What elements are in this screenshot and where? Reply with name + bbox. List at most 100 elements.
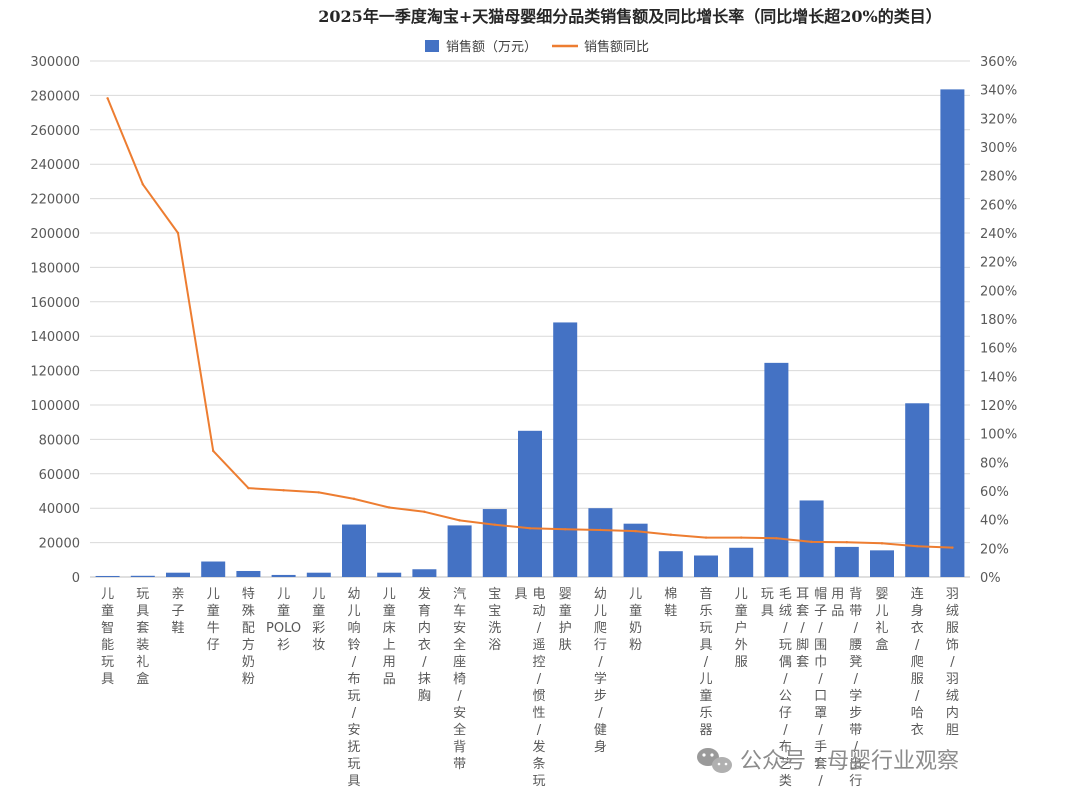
bar [377, 572, 402, 577]
line-point [880, 542, 884, 545]
bar [518, 430, 542, 577]
line-point [740, 536, 743, 539]
x-tick-label: 棉鞋 [664, 587, 677, 619]
y-right-tick-label: 360% [980, 55, 1017, 70]
bar [271, 574, 296, 577]
x-tick-label: 特殊配方奶粉 [242, 587, 255, 687]
bar [588, 508, 613, 577]
bar [482, 509, 507, 577]
line-point [493, 523, 496, 526]
y-left-tick-label: 20000 [39, 537, 80, 552]
line-point [176, 231, 180, 235]
line-point [247, 486, 250, 490]
bar [95, 575, 120, 577]
bar [905, 403, 930, 577]
bar [694, 555, 718, 577]
y-right-tick-label: 200% [980, 284, 1017, 299]
x-tick-label: 幼儿爬行/学步/健身 [594, 587, 607, 755]
chart-title: 2025年一季度淘宝+天猫母婴细分品类销售额及同比增长率（同比增长超20%的类目… [318, 7, 941, 26]
y-left-tick-label: 160000 [30, 296, 80, 311]
line-point [669, 533, 672, 536]
y-left-tick-label: 240000 [30, 158, 80, 173]
line-point [141, 183, 144, 186]
line-point [317, 491, 320, 494]
y-right-tick-label: 0% [980, 571, 1001, 586]
line-point [916, 544, 919, 548]
bar [166, 572, 190, 577]
bar [870, 550, 894, 577]
bar [764, 362, 789, 577]
bar [553, 322, 578, 577]
line-point [634, 529, 637, 533]
bar-series [95, 89, 965, 577]
y-left-tick-label: 40000 [39, 502, 80, 517]
bar [447, 525, 472, 577]
bar [834, 546, 859, 577]
y-left-tick-label: 140000 [30, 330, 80, 345]
y-right-tick-label: 280% [980, 170, 1017, 185]
y-right-tick-label: 120% [980, 399, 1017, 414]
y-left-tick-label: 260000 [30, 124, 80, 139]
x-tick-label: 儿童牛仔 [207, 587, 220, 653]
x-tick-label: 儿童床上用品 [383, 587, 396, 687]
bar [940, 89, 965, 577]
bar [306, 572, 331, 577]
y-right-tick-label: 180% [980, 313, 1017, 328]
y-axis-right: 0% 20% 40% 60% 80% 100% 120% 140% 160% 180% 200% 22… [980, 55, 1017, 586]
x-tick-label: 儿童彩妆 [312, 587, 325, 653]
y-right-tick-label: 140% [980, 370, 1017, 385]
line-point [423, 510, 426, 513]
x-tick-label: 婴童护肤 [559, 587, 572, 653]
y-right-tick-label: 340% [980, 84, 1017, 99]
x-tick-label: 帽子/围巾/口罩/手套/耳套/脚套 [796, 586, 827, 789]
wechat-icon [697, 748, 732, 773]
x-tick-label: 汽车安全座椅/安全背带 [453, 587, 466, 772]
bar [729, 547, 754, 577]
line-series [106, 97, 954, 549]
watermark-text: 公众号 · 母婴行业观察 [740, 749, 959, 774]
x-tick-label: 幼儿响铃/布玩/安抚玩具 [347, 587, 360, 789]
y-right-tick-label: 160% [980, 342, 1017, 357]
y-left-tick-label: 120000 [30, 365, 80, 380]
y-left-tick-label: 100000 [30, 399, 80, 414]
line-point [106, 97, 109, 100]
x-tick-label: 宝宝洗浴 [488, 587, 501, 653]
y-left-tick-label: 180000 [30, 261, 80, 276]
y-left-tick-label: 200000 [30, 227, 80, 242]
x-tick-label: 儿童 POLO 衫 [266, 587, 301, 653]
legend-bar-label: 销售额（万元） [446, 39, 537, 55]
line-point [564, 528, 567, 531]
line-point [845, 540, 848, 544]
line-point [352, 497, 356, 501]
line-point [388, 506, 391, 509]
x-tick-label: 羽绒服饰/羽绒内胆 [946, 587, 959, 738]
y-right-tick-label: 240% [980, 227, 1017, 242]
y-left-tick-label: 0 [72, 571, 80, 586]
legend-bar-swatch [425, 40, 439, 52]
line-point [775, 537, 778, 540]
x-tick-label: 婴儿礼盒 [875, 587, 888, 653]
legend: 销售额（万元） 销售额同比 [425, 39, 649, 55]
line-point [282, 489, 285, 492]
line-point [212, 449, 215, 453]
y-left-tick-label: 60000 [39, 468, 80, 483]
bar [412, 569, 437, 577]
bar [201, 561, 226, 577]
y-right-tick-label: 100% [980, 428, 1017, 443]
y-left-tick-label: 280000 [30, 89, 80, 104]
x-tick-label: 电动/遥控/惯性/发条玩具 [514, 587, 545, 789]
line-point [458, 519, 461, 522]
bar [130, 575, 155, 577]
line-point [599, 528, 602, 532]
x-tick-label: 毛绒/玩偶/公仔/布艺类玩具 [761, 587, 792, 789]
line-point [528, 527, 532, 530]
y-right-tick-label: 260% [980, 198, 1017, 213]
x-tick-label: 儿童奶粉 [629, 587, 642, 653]
bar [658, 551, 683, 577]
bar [236, 570, 261, 577]
y-left-tick-label: 300000 [30, 55, 80, 70]
x-tick-label: 儿童智能玩具 [101, 587, 114, 687]
y-right-tick-label: 220% [980, 256, 1017, 271]
